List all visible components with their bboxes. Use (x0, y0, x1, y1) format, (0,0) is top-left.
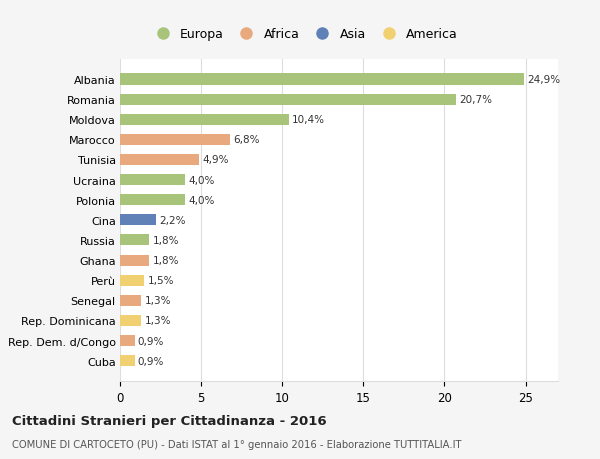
Text: 1,8%: 1,8% (152, 256, 179, 265)
Text: 10,4%: 10,4% (292, 115, 325, 125)
Bar (120, 335, 134, 346)
Bar (120, 315, 141, 326)
Text: 0,9%: 0,9% (138, 336, 164, 346)
Bar (120, 134, 230, 146)
Text: COMUNE DI CARTOCETO (PU) - Dati ISTAT al 1° gennaio 2016 - Elaborazione TUTTITAL: COMUNE DI CARTOCETO (PU) - Dati ISTAT al… (12, 440, 461, 449)
Bar (120, 295, 141, 306)
Bar (120, 235, 149, 246)
Bar (120, 275, 145, 286)
Text: 20,7%: 20,7% (459, 95, 492, 105)
Text: 4,0%: 4,0% (188, 175, 215, 185)
Text: 6,8%: 6,8% (233, 135, 260, 145)
Text: 2,2%: 2,2% (159, 215, 185, 225)
Bar (120, 195, 185, 206)
Bar (120, 95, 456, 106)
Bar (120, 255, 149, 266)
Text: 1,5%: 1,5% (148, 275, 174, 285)
Text: 1,8%: 1,8% (152, 235, 179, 246)
Bar (120, 114, 289, 125)
Bar (120, 174, 185, 186)
Text: 4,9%: 4,9% (203, 155, 229, 165)
Text: Cittadini Stranieri per Cittadinanza - 2016: Cittadini Stranieri per Cittadinanza - 2… (12, 414, 326, 428)
Text: 4,0%: 4,0% (188, 195, 215, 205)
Text: 0,9%: 0,9% (138, 356, 164, 366)
Text: 1,3%: 1,3% (145, 296, 171, 306)
Legend: Europa, Africa, Asia, America: Europa, Africa, Asia, America (146, 24, 461, 45)
Bar (120, 74, 524, 85)
Bar (120, 215, 155, 226)
Text: 24,9%: 24,9% (527, 75, 560, 85)
Bar (120, 355, 134, 366)
Bar (120, 155, 199, 166)
Text: 1,3%: 1,3% (145, 316, 171, 326)
